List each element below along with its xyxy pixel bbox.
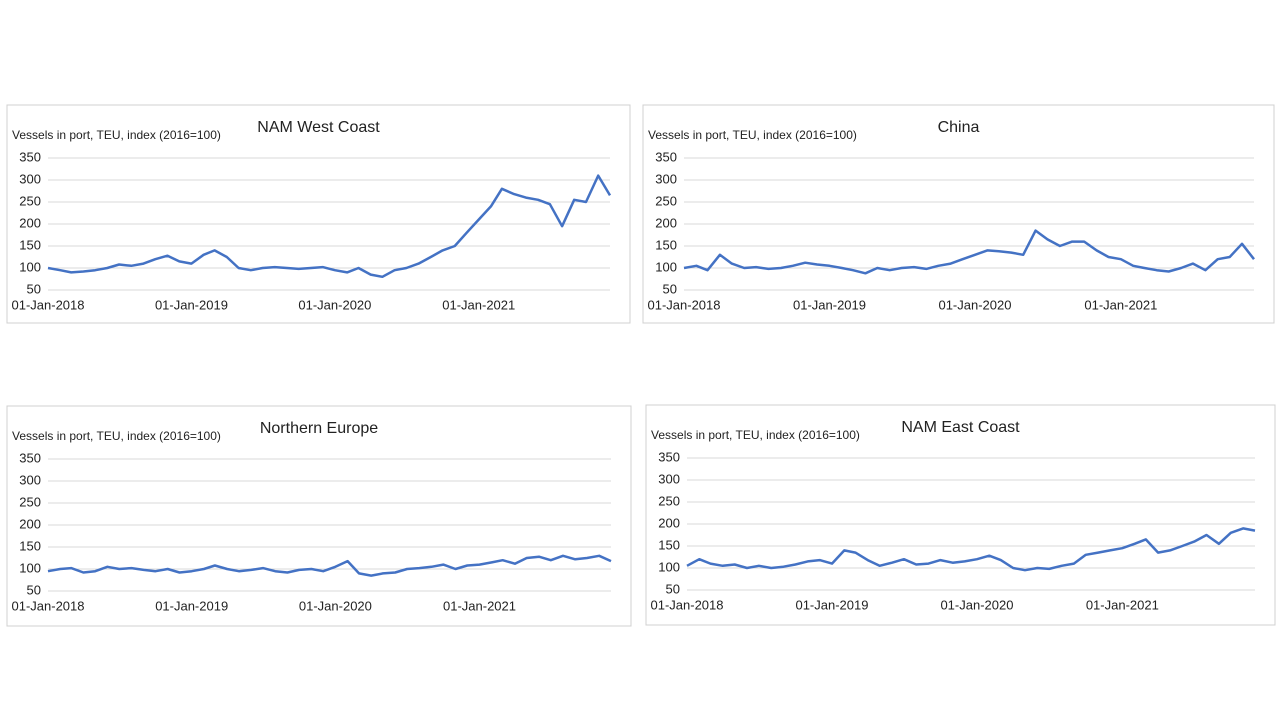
chart-panel: NAM West Coast Vessels in port, TEU, inde… [6, 104, 631, 324]
y-tick-label: 150 [19, 237, 41, 252]
data-line [683, 229, 1255, 275]
y-tick-label: 100 [19, 560, 41, 575]
x-tick-label: 01-Jan-2020 [299, 598, 372, 613]
x-tick-label: 01-Jan-2021 [443, 598, 516, 613]
y-tick-label: 50 [27, 281, 41, 296]
x-tick-label: 01-Jan-2021 [1086, 597, 1159, 612]
chart-title: NAM East Coast [901, 419, 1020, 436]
chart-title: NAM West Coast [257, 119, 380, 136]
x-tick-label: 01-Jan-2018 [12, 297, 85, 312]
y-tick-label: 100 [658, 559, 680, 574]
y-tick-label: 150 [658, 537, 680, 552]
chart-panel: NAM East Coast Vessels in port, TEU, inde… [645, 404, 1276, 626]
chart-panel: Northern Europe Vessels in port, TEU, ind… [6, 405, 632, 627]
y-tick-label: 250 [658, 493, 680, 508]
y-axis-label: Vessels in port, TEU, index (2016=100) [648, 128, 857, 142]
x-tick-label: 01-Jan-2019 [793, 297, 866, 312]
chart-title: Northern Europe [260, 420, 378, 437]
panel-frame [6, 104, 631, 324]
y-axis-label: Vessels in port, TEU, index (2016=100) [12, 429, 221, 443]
x-tick-label: 01-Jan-2019 [795, 597, 868, 612]
panel-frame [642, 104, 1275, 324]
y-tick-label: 200 [19, 516, 41, 531]
y-tick-label: 50 [663, 281, 677, 296]
x-tick-label: 01-Jan-2020 [940, 597, 1013, 612]
y-tick-label: 350 [19, 149, 41, 164]
data-line [686, 527, 1256, 572]
y-tick-label: 200 [19, 215, 41, 230]
x-tick-label: 01-Jan-2019 [155, 598, 228, 613]
y-tick-label: 350 [658, 449, 680, 464]
y-tick-label: 200 [655, 215, 677, 230]
y-tick-label: 250 [19, 193, 41, 208]
y-tick-label: 50 [27, 582, 41, 597]
panel-frame [645, 404, 1276, 626]
y-tick-label: 300 [19, 472, 41, 487]
x-tick-label: 01-Jan-2019 [155, 297, 228, 312]
y-tick-label: 150 [19, 538, 41, 553]
chart-panel: China Vessels in port, TEU, index (2016=1… [642, 104, 1275, 324]
x-tick-label: 01-Jan-2020 [938, 297, 1011, 312]
y-axis-label: Vessels in port, TEU, index (2016=100) [12, 128, 221, 142]
y-tick-label: 50 [666, 581, 680, 596]
y-tick-label: 100 [19, 259, 41, 274]
x-tick-label: 01-Jan-2018 [12, 598, 85, 613]
y-tick-label: 300 [655, 171, 677, 186]
data-line [47, 554, 612, 577]
y-tick-label: 350 [655, 149, 677, 164]
y-tick-label: 350 [19, 450, 41, 465]
x-tick-label: 01-Jan-2018 [648, 297, 721, 312]
y-tick-label: 250 [655, 193, 677, 208]
data-line [47, 174, 612, 279]
x-tick-label: 01-Jan-2021 [442, 297, 515, 312]
x-tick-label: 01-Jan-2020 [298, 297, 371, 312]
y-tick-label: 300 [19, 171, 41, 186]
y-tick-label: 150 [655, 237, 677, 252]
y-tick-label: 200 [658, 515, 680, 530]
panel-frame [6, 405, 632, 627]
y-axis-label: Vessels in port, TEU, index (2016=100) [651, 428, 860, 442]
y-tick-label: 300 [658, 471, 680, 486]
y-tick-label: 100 [655, 259, 677, 274]
x-tick-label: 01-Jan-2021 [1084, 297, 1157, 312]
x-tick-label: 01-Jan-2018 [651, 597, 724, 612]
chart-title: China [938, 119, 980, 136]
y-tick-label: 250 [19, 494, 41, 509]
